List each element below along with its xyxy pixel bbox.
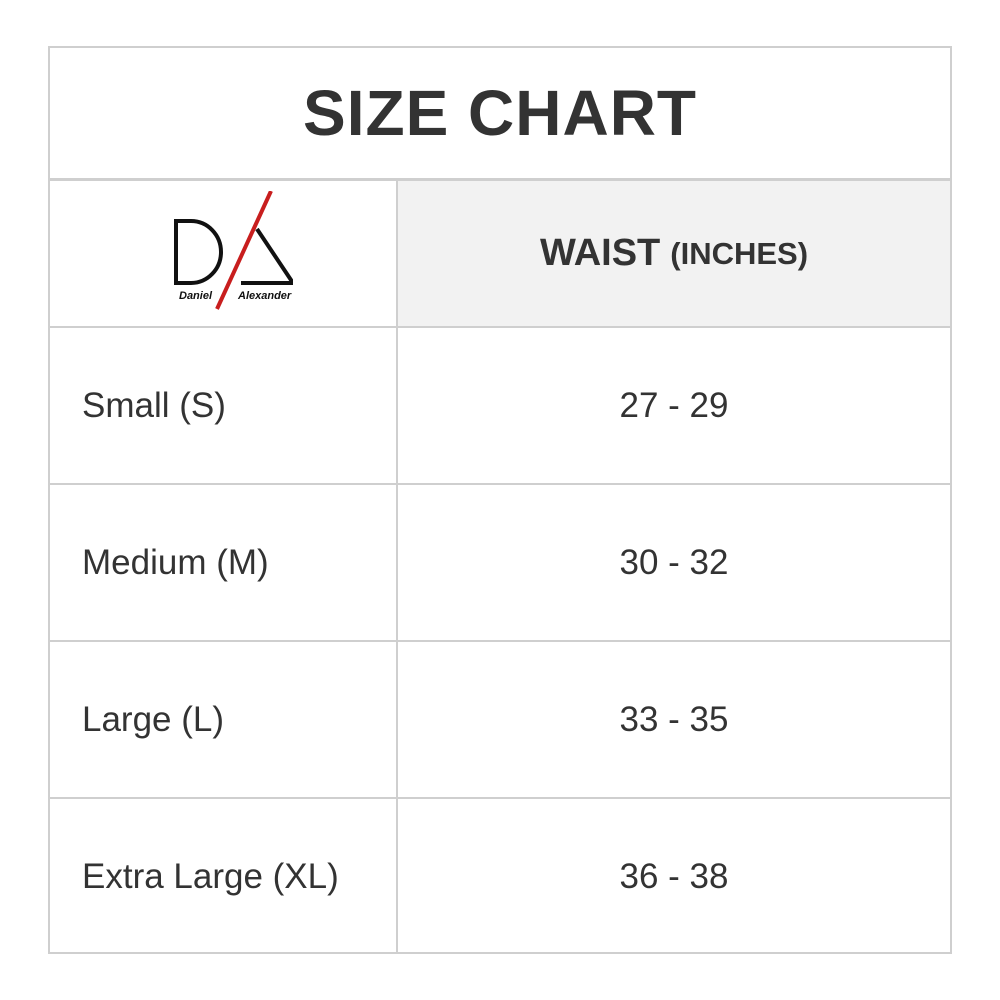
column-unit: (INCHES) [670,235,809,271]
size-cell: Medium (M) [50,485,398,640]
size-chart-table: SIZE CHART Daniel Alexander WAIST (INCHES… [48,46,952,954]
table-row: Extra Large (XL) 36 - 38 [50,799,950,954]
size-cell: Small (S) [50,328,398,483]
table-row: Small (S) 27 - 29 [50,328,950,485]
page-title: SIZE CHART [50,48,950,181]
header-row: Daniel Alexander WAIST (INCHES) [50,181,950,328]
size-cell: Large (L) [50,642,398,797]
logo-text-left: Daniel [179,290,213,302]
daniel-alexander-logo: Daniel Alexander [174,191,293,310]
table-row: Medium (M) 30 - 32 [50,485,950,642]
logo-text-right: Alexander [237,290,292,302]
column-label: WAIST [539,232,661,274]
size-cell: Extra Large (XL) [50,799,398,954]
waist-column-header: WAIST (INCHES) [398,181,950,326]
waist-cell: 30 - 32 [619,542,729,582]
waist-cell: 27 - 29 [619,385,729,425]
waist-cell: 36 - 38 [619,856,729,896]
table-row: Large (L) 33 - 35 [50,642,950,799]
brand-logo-cell: Daniel Alexander [50,181,398,326]
waist-cell: 33 - 35 [619,699,729,739]
